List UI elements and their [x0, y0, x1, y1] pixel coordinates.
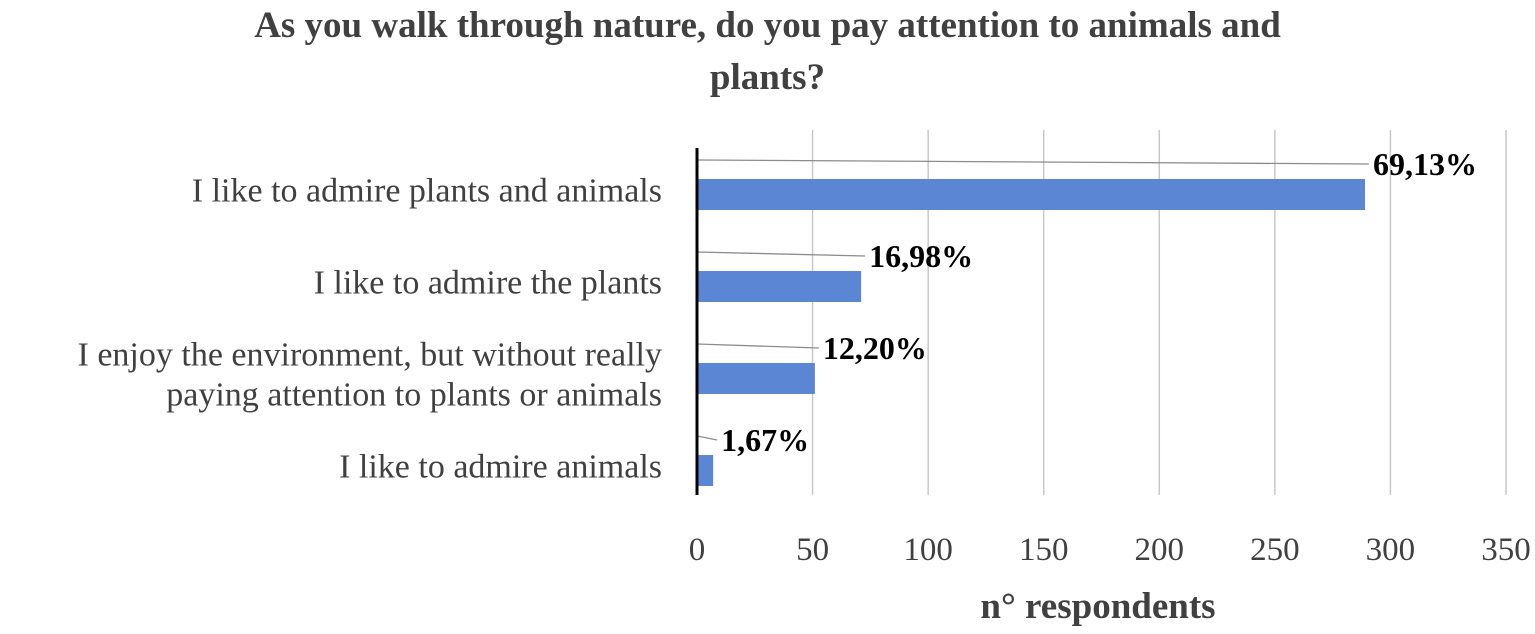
- leader-line-0: [696, 159, 1370, 165]
- chart-title: As you walk through nature, do you pay a…: [0, 0, 1535, 104]
- leader-line-2: [696, 343, 819, 349]
- bar-3: [697, 455, 714, 486]
- x-tick-label-350: 350: [1481, 532, 1531, 568]
- chart-title-line-1: As you walk through nature, do you pay a…: [254, 5, 1281, 46]
- data-label-2: 12,20%: [823, 330, 927, 366]
- x-tick-labels: 0 50 100 150 200 250 300 350: [689, 532, 1531, 568]
- x-tick-label-250: 250: [1250, 532, 1300, 568]
- bar-2: [697, 363, 815, 394]
- bar-1: [697, 271, 862, 302]
- category-label-0-line-0: I like to admire plants and animals: [192, 173, 662, 210]
- x-tick-label-0: 0: [689, 532, 706, 568]
- bars: [697, 179, 1366, 486]
- x-tick-label-50: 50: [796, 532, 829, 568]
- x-tick-label-200: 200: [1135, 532, 1185, 568]
- chart-title-line-2: plants?: [709, 57, 826, 98]
- data-label-1: 16,98%: [869, 238, 973, 274]
- x-tick-label-300: 300: [1366, 532, 1416, 568]
- data-label-3: 1,67%: [721, 422, 809, 458]
- label-leader-lines: [696, 159, 1370, 441]
- bar-0: [697, 179, 1366, 210]
- category-label-2-line-0: I enjoy the environment, but without rea…: [78, 337, 662, 374]
- data-labels: 69,13% 16,98% 12,20% 1,67%: [721, 146, 1477, 458]
- data-label-0: 69,13%: [1373, 146, 1477, 182]
- category-label-3-line-0: I like to admire animals: [339, 449, 662, 486]
- x-tick-label-100: 100: [903, 532, 953, 568]
- leader-line-1: [696, 251, 866, 257]
- category-label-1-line-0: I like to admire the plants: [314, 265, 662, 302]
- x-axis-title: n° respondents: [980, 586, 1215, 627]
- category-labels: I like to admire plants and animals I lik…: [78, 173, 662, 486]
- category-label-2-line-1: paying attention to plants or animals: [166, 377, 662, 414]
- x-tick-label-150: 150: [1019, 532, 1069, 568]
- leader-line-3: [696, 435, 718, 441]
